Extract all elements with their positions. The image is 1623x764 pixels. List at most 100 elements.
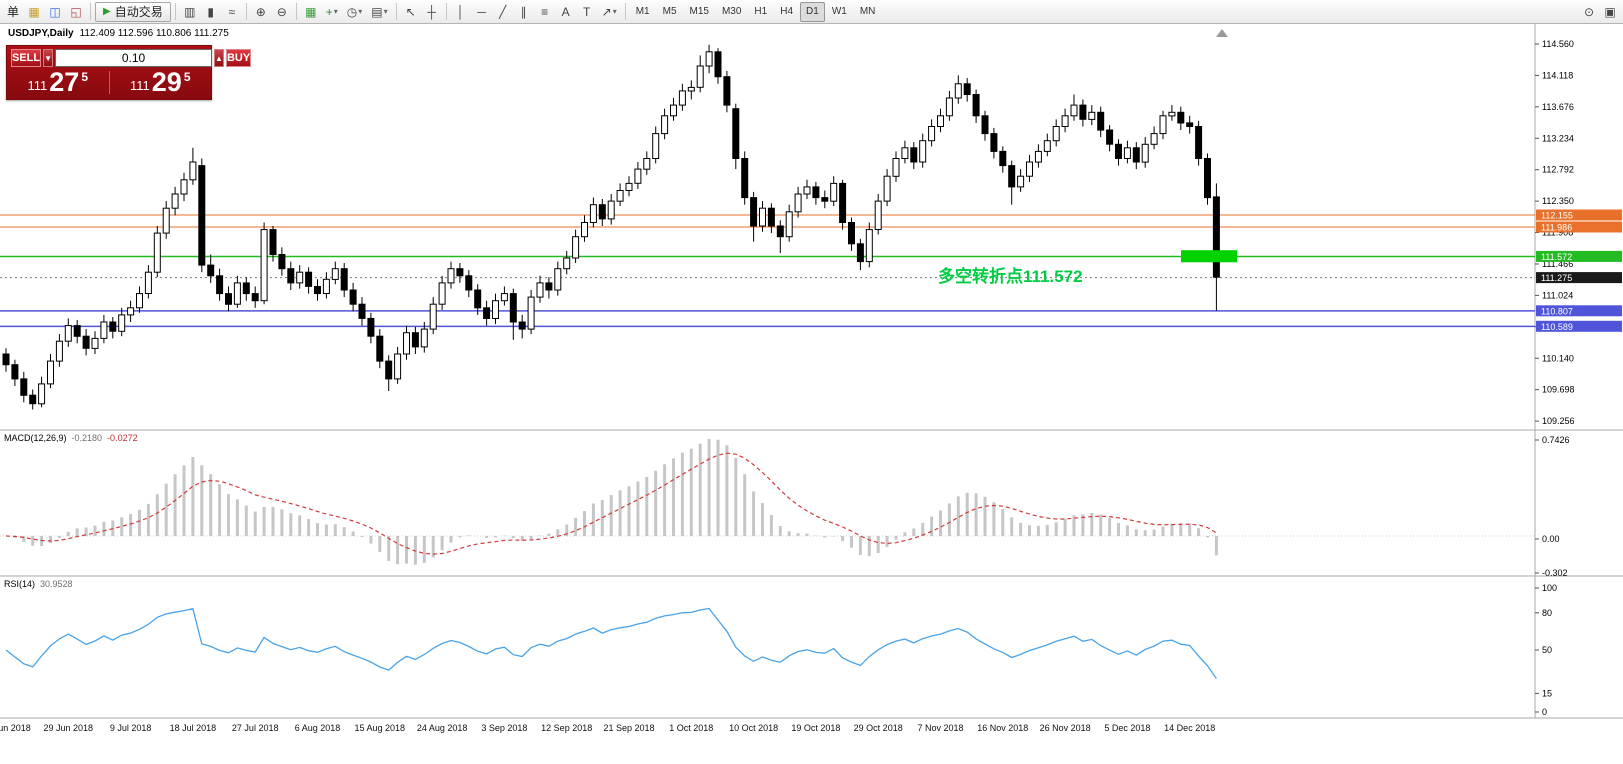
play-icon: ▶ bbox=[103, 6, 111, 17]
rsi-line bbox=[5, 607, 1217, 679]
time-axis-label: 10 Oct 2018 bbox=[729, 723, 778, 733]
tf-h1-button[interactable]: H1 bbox=[754, 6, 768, 17]
search-icon[interactable]: ⊙ bbox=[1583, 4, 1595, 19]
tf-m5-button[interactable]: M5 bbox=[662, 6, 677, 17]
tf-m1-button[interactable]: M1 bbox=[635, 6, 650, 17]
crosshair-button[interactable]: ┼ bbox=[427, 4, 436, 19]
arrows-button[interactable]: ↗ ▾ bbox=[601, 4, 617, 19]
toolbar-separator bbox=[395, 3, 397, 20]
templates-button[interactable]: ▤ ▾ bbox=[371, 4, 388, 19]
zoom-in-button[interactable]: ⊕ bbox=[255, 4, 266, 19]
profiles-button[interactable]: ◫ bbox=[49, 4, 61, 19]
zoom-out-button[interactable]: ⊖ bbox=[276, 4, 287, 19]
lot-increase-button[interactable]: ▲ bbox=[214, 49, 224, 67]
symbol-period-label: USDJPY,Daily bbox=[8, 28, 74, 39]
bid-main: 27 bbox=[49, 67, 80, 97]
tf-h4-button[interactable]: H4 bbox=[780, 6, 794, 17]
ohlc-values-label: 112.409 112.596 110.806 111.275 bbox=[79, 28, 229, 39]
tf-d1-button[interactable]: D1 bbox=[800, 1, 825, 22]
rsi-axis-label: 0 bbox=[1542, 707, 1547, 717]
tf-m15-button[interactable]: M15 bbox=[689, 6, 709, 17]
new-chart-button[interactable]: ▦ bbox=[28, 4, 40, 19]
sell-button[interactable]: SELL bbox=[11, 49, 42, 67]
lot-decrease-button[interactable]: ▼ bbox=[43, 49, 54, 67]
ask-price[interactable]: 111 29 5 bbox=[112, 69, 210, 96]
label-button[interactable]: T bbox=[582, 4, 591, 19]
toolbar-separator bbox=[245, 3, 247, 20]
dropdown-arrow-icon: ▾ bbox=[383, 7, 388, 16]
price-tag-label: 110.807 bbox=[1541, 306, 1573, 316]
time-axis-label: 19 Oct 2018 bbox=[791, 723, 840, 733]
time-axis-label: 29 Jun 2018 bbox=[44, 723, 94, 733]
bid-head: 111 bbox=[27, 78, 48, 93]
price-axis-label: 111.024 bbox=[1542, 290, 1573, 300]
autotrade-button[interactable]: ▶ 自动交易 bbox=[95, 1, 171, 22]
price-divider bbox=[108, 71, 110, 94]
tf-mn-button[interactable]: MN bbox=[859, 6, 876, 17]
time-axis-label: 15 Aug 2018 bbox=[355, 723, 406, 733]
rsi-axis-label: 15 bbox=[1542, 688, 1552, 698]
candlestick-chart-button[interactable]: ▮ bbox=[207, 4, 215, 19]
price-tag bbox=[1536, 272, 1622, 284]
buy-button[interactable]: BUY bbox=[225, 49, 252, 67]
fibonacci-button[interactable]: ≡ bbox=[541, 4, 549, 19]
periods-button[interactable]: ◷ ▾ bbox=[346, 4, 363, 19]
horizontal-line-button[interactable]: ─ bbox=[477, 4, 486, 19]
window-layout-icon[interactable]: ▣ bbox=[1604, 4, 1616, 19]
trendline-button[interactable]: ╱ bbox=[499, 4, 507, 19]
time-axis-label: 14 Dec 2018 bbox=[1164, 723, 1215, 733]
macd-value: -0.2180 bbox=[71, 433, 103, 443]
trade-panel-controls: SELL ▼ ▲ BUY bbox=[7, 46, 252, 69]
price-axis-label: 111.466 bbox=[1542, 259, 1573, 269]
rsi-value: 30.9528 bbox=[40, 579, 73, 589]
chart-title: USDJPY,Daily 112.409 112.596 110.806 111.… bbox=[8, 28, 229, 39]
price-axis-label: 113.676 bbox=[1542, 102, 1574, 112]
one-click-trading-panel: SELL ▼ ▲ BUY 111 27 5 111 29 5 bbox=[6, 45, 252, 100]
text-button[interactable]: A bbox=[561, 4, 570, 19]
price-axis-label: 112.350 bbox=[1542, 196, 1574, 206]
macd-axis-label: -0.302 bbox=[1542, 568, 1568, 578]
cursor-button[interactable]: ↖ bbox=[405, 4, 416, 19]
toolbar-separator bbox=[90, 3, 92, 20]
time-axis-label: 29 Oct 2018 bbox=[854, 723, 903, 733]
toolbar-separator bbox=[174, 3, 176, 20]
macd-indicator-label: MACD(12,26,9) -0.2180 -0.0272 bbox=[4, 433, 138, 443]
time-axis-label: 21 Sep 2018 bbox=[603, 723, 654, 733]
toolbar-separator bbox=[295, 3, 297, 20]
ask-main: 29 bbox=[151, 67, 182, 97]
rsi-axis-label: 50 bbox=[1542, 645, 1552, 655]
bid-price[interactable]: 111 27 5 bbox=[9, 69, 107, 96]
tf-m30-button[interactable]: M30 bbox=[721, 6, 742, 17]
channel-button[interactable]: ∥ bbox=[520, 4, 527, 19]
time-axis-label: 24 Aug 2018 bbox=[417, 723, 468, 733]
turning-point-rectangle[interactable] bbox=[1181, 250, 1237, 263]
data-window-button[interactable]: ◱ bbox=[70, 4, 82, 19]
price-axis-label: 111.908 bbox=[1542, 228, 1573, 238]
time-axis-label: 27 Jul 2018 bbox=[232, 723, 279, 733]
vertical-line-button[interactable]: │ bbox=[456, 4, 465, 19]
tile-windows-button[interactable]: ▦ bbox=[305, 4, 317, 19]
dropdown-arrow-icon: ▾ bbox=[612, 7, 617, 16]
macd-axis-label: 0.00 bbox=[1542, 534, 1560, 544]
autotrade-label: 自动交易 bbox=[114, 5, 163, 19]
time-axis-label: 26 Nov 2018 bbox=[1040, 723, 1091, 733]
time-axis-label: 12 Sep 2018 bbox=[541, 723, 592, 733]
chart-shift-marker[interactable] bbox=[1216, 29, 1228, 37]
price-axis-label: 109.256 bbox=[1542, 416, 1575, 426]
time-axis-label: 20 Jun 2018 bbox=[0, 723, 31, 733]
new-order-button[interactable]: 单 bbox=[7, 5, 20, 19]
toolbar-separator bbox=[445, 3, 447, 20]
bar-chart-button[interactable]: ▥ bbox=[184, 4, 196, 19]
lot-size-input[interactable] bbox=[55, 49, 213, 67]
time-axis-label: 3 Sep 2018 bbox=[481, 723, 527, 733]
price-axis-label: 114.118 bbox=[1542, 70, 1573, 80]
tf-w1-button[interactable]: W1 bbox=[831, 6, 847, 17]
price-axis-label: 110.140 bbox=[1542, 353, 1574, 363]
indicators-button[interactable]: + ▾ bbox=[325, 4, 338, 19]
time-axis-label: 16 Nov 2018 bbox=[977, 723, 1028, 733]
rsi-axis-label: 100 bbox=[1542, 583, 1557, 593]
line-chart-button[interactable]: ≈ bbox=[228, 4, 236, 19]
turning-point-annotation[interactable]: 多空转折点111.572 bbox=[938, 266, 1083, 286]
main-toolbar: 单 ▦ ◫ ◱ ▶ 自动交易 ▥ ▮ ≈ ⊕ ⊖ ▦ + ▾ ◷ ▾ ▤ ▾ ↖ ┼ │ ─ ╱ ∥ ≡ A T ↗ ▾ M1 M5 M15 M… bbox=[0, 0, 1623, 24]
